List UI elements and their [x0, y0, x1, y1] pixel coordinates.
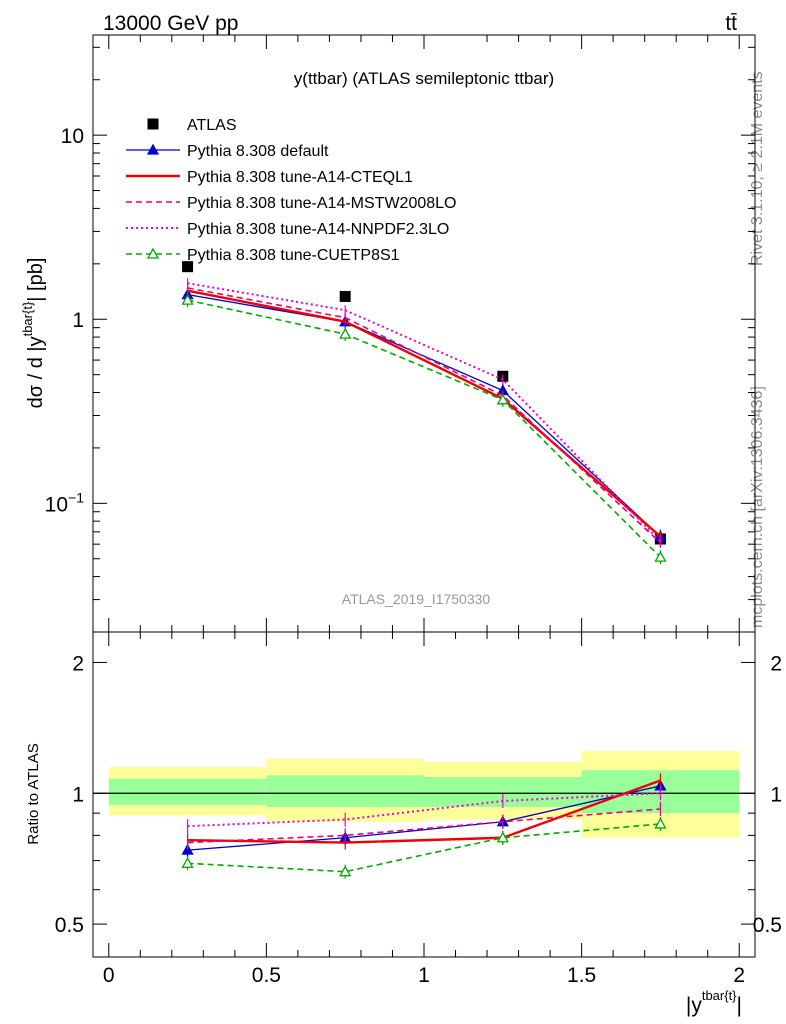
main-y-tick-label: 10 [61, 125, 84, 148]
main-point-pythia-8-308-tune-cuetp8s1 [654, 550, 667, 562]
legend-label-pythia-8-308-tune-a14-nnpdf2-3lo: Pythia 8.308 tune-A14-NNPDF2.3LO [187, 221, 449, 238]
main-title: y(ttbar) (ATLAS semileptonic ttbar) [294, 69, 554, 88]
legend: ATLAS Pythia 8.308 default Pythia 8.308 tu… [126, 117, 456, 264]
x-tick-label: 1.5 [567, 964, 596, 987]
legend-label-pythia-8-308-tune-a14-mstw2008lo: Pythia 8.308 tune-A14-MSTW2008LO [187, 195, 456, 212]
legend-marker-atlas [147, 118, 159, 130]
ratio-y-tick-label-left: 0.5 [55, 914, 84, 937]
ratio-y-tick-label-right: 0.5 [753, 914, 782, 937]
analysis-label: ATLAS_2019_I1750330 [342, 591, 491, 607]
main-panel: 10−1 1 10 y(ttbar) (ATLAS semileptonic ttb… [20, 34, 756, 633]
ratio-y-axis-label: Ratio to ATLAS [25, 743, 42, 844]
legend-label-pythia-8-308-tune-cuetp8s1: Pythia 8.308 tune-CUETP8S1 [187, 247, 400, 264]
legend-label-atlas: ATLAS [187, 117, 237, 134]
ratio-series-group [181, 773, 667, 879]
main-series-line-pythia-8-308-default [187, 294, 661, 538]
ratio-series-line-pythia-8-308-tune-a14-nnpdf2-3lo [187, 792, 661, 828]
ratio-point-pythia-8-308-tune-cuetp8s1 [654, 817, 667, 829]
ratio-y-tick-label-right: 2 [770, 652, 782, 675]
mcplots-label: mcplots.cern.ch [arXiv:1306.3436] [749, 386, 766, 628]
main-series-line-pythia-8-308-tune-a14-nnpdf2-3lo [187, 282, 662, 543]
main-point-pythia-8-308-tune-cuetp8s1 [339, 327, 352, 339]
main-y-tick-label: 10−1 [45, 489, 85, 516]
main-series-line-pythia-8-308-tune-a14-cteql1 [187, 289, 662, 538]
x-tick-label: 2 [733, 964, 745, 987]
main-point-atlas [339, 290, 351, 302]
ratio-y-tick-label-right: 1 [770, 783, 782, 806]
ratio-y-tick-label-left: 1 [72, 783, 84, 806]
x-axis-label: |ytbar{t}| [686, 988, 742, 1017]
main-series-group [181, 261, 667, 565]
ratio-y-tick-label-left: 2 [72, 652, 84, 675]
main-point-pythia-8-308-tune-cuetp8s1 [181, 293, 194, 305]
x-tick-label: 1 [418, 964, 430, 987]
main-y-tick-label: 1 [72, 309, 84, 332]
ratio-axis-ticks: 0 0.5 1 1.5 2 0.5 1 2 0.5 1 2 [55, 632, 782, 987]
main-series-line-pythia-8-308-tune-a14-mstw2008lo [187, 287, 661, 544]
x-tick-label: 0.5 [252, 964, 281, 987]
main-point-pythia-8-308-tune-cuetp8s1 [496, 393, 509, 405]
energy-label: 13000 GeV pp [103, 12, 238, 35]
main-point-atlas [182, 261, 194, 273]
ratio-panel: 0 0.5 1 1.5 2 0.5 1 2 0.5 1 2 Ratio to ATLAS |ytba… [25, 631, 782, 1017]
rivet-version-label: Rivet 3.1.10, ≥ 2.1M events [749, 71, 766, 266]
ratio-series-line-pythia-8-308-default [187, 785, 661, 851]
ratio-band-inner [108, 778, 267, 805]
legend-marker-pythia-8-308-tune-cuetp8s1 [146, 247, 160, 259]
ratio-point-pythia-8-308-tune-cuetp8s1 [339, 865, 352, 877]
main-series-line-pythia-8-308-tune-cuetp8s1 [187, 299, 661, 558]
legend-label-pythia-8-308-tune-a14-cteql1: Pythia 8.308 tune-A14-CTEQL1 [187, 169, 413, 186]
legend-marker-pythia-8-308-default [146, 143, 160, 155]
ratio-point-pythia-8-308-tune-cuetp8s1 [181, 856, 194, 868]
main-y-axis-label: dσ / d |ytbar{t}| [pb] [20, 258, 47, 409]
ratio-series-line-pythia-8-308-tune-a14-cteql1 [187, 779, 661, 844]
ratio-point-pythia-8-308-default [181, 843, 194, 855]
ratio-band-inner [266, 775, 424, 807]
ratio-series-line-pythia-8-308-tune-a14-mstw2008lo [187, 808, 661, 844]
legend-label-pythia-8-308-default: Pythia 8.308 default [187, 143, 329, 160]
process-label: tt̄ [725, 12, 737, 35]
x-tick-label: 0 [103, 964, 115, 987]
ratio-point-pythia-8-308-tune-cuetp8s1 [496, 831, 509, 843]
